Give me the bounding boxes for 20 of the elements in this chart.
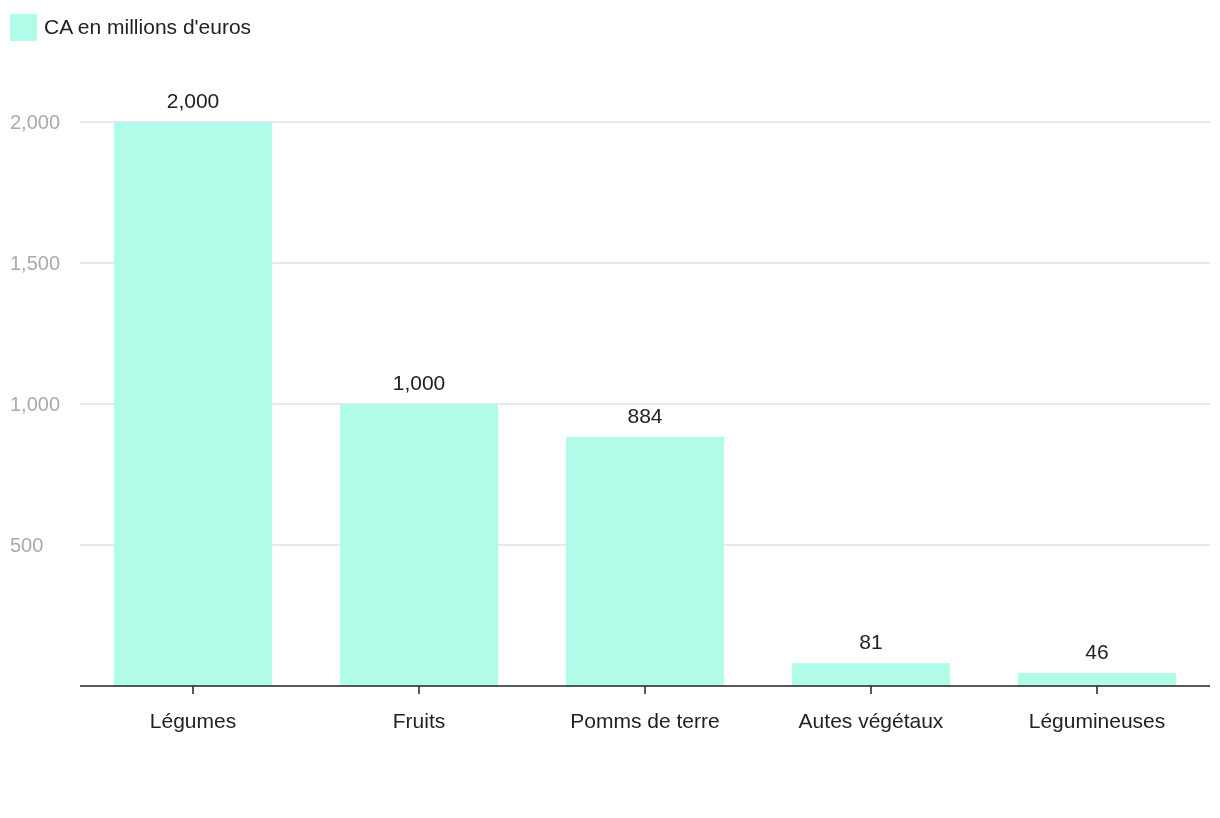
bar bbox=[339, 404, 499, 686]
data-label: 2,000 bbox=[166, 89, 220, 112]
y-tick-label: 1,500 bbox=[10, 252, 61, 274]
x-tick-label: Autes végétaux bbox=[798, 709, 944, 732]
x-tick-label: Légumineuses bbox=[1028, 709, 1166, 732]
y-tick-label: 1,000 bbox=[10, 393, 61, 415]
bar bbox=[565, 436, 725, 686]
data-label: 81 bbox=[859, 630, 883, 654]
x-tick-label: Pomms de terre bbox=[570, 709, 720, 732]
data-label: 1,000 bbox=[392, 371, 446, 394]
y-tick-label: 2,000 bbox=[10, 111, 61, 133]
x-tick-label: Légumes bbox=[149, 709, 237, 732]
bar bbox=[113, 122, 273, 686]
legend-label: CA en millions d'euros bbox=[44, 15, 252, 38]
y-tick-label: 500 bbox=[10, 534, 44, 556]
data-label: 46 bbox=[1085, 640, 1109, 664]
bar bbox=[1017, 673, 1177, 686]
x-tick-label: Fruits bbox=[392, 709, 446, 732]
data-label: 884 bbox=[627, 403, 663, 427]
bar bbox=[791, 663, 951, 686]
